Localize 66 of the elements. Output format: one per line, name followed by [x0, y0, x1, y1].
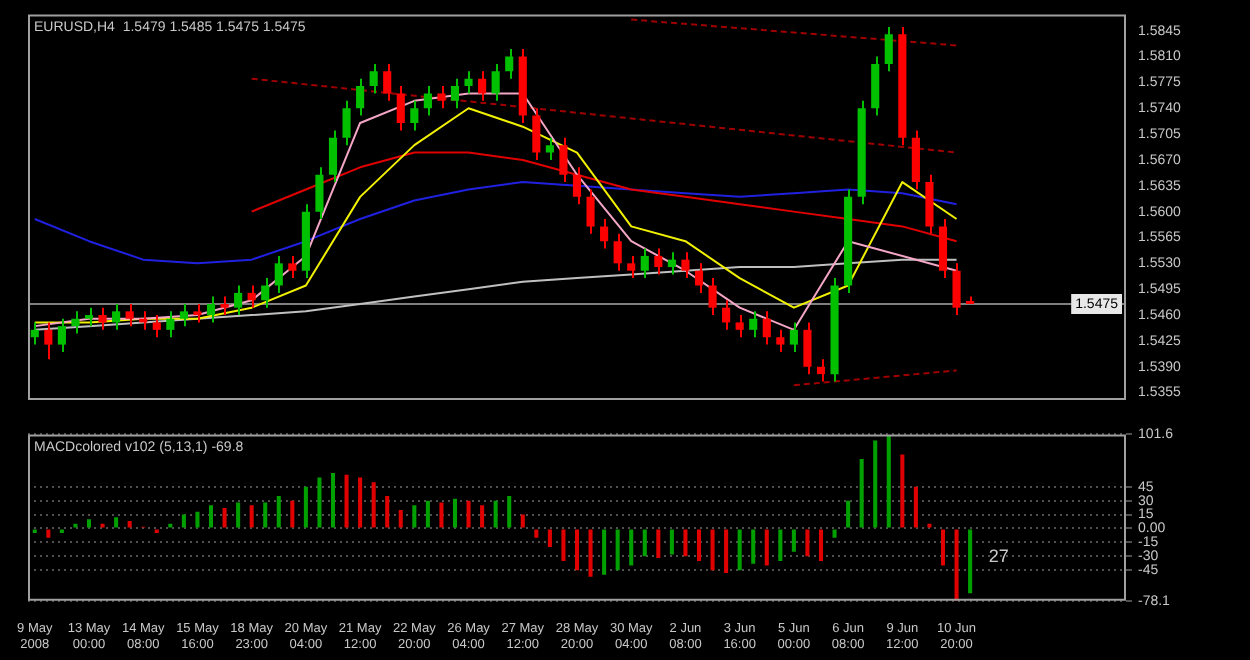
- bar: [724, 529, 729, 573]
- bar: [534, 529, 539, 538]
- bar: [425, 500, 430, 528]
- bar: [480, 505, 485, 528]
- bar: [710, 529, 715, 571]
- bar: [127, 521, 132, 528]
- bar: [317, 477, 322, 528]
- bar: [656, 529, 661, 559]
- bar: [507, 496, 512, 528]
- candlestick: [193, 302, 202, 324]
- bar: [222, 508, 227, 528]
- bar: [371, 482, 376, 528]
- candlestick: [437, 85, 446, 110]
- bar: [412, 505, 417, 528]
- bar: [466, 500, 471, 528]
- bar: [940, 529, 946, 566]
- bar: [86, 519, 92, 528]
- bar: [954, 529, 959, 601]
- bar: [195, 511, 200, 528]
- bar: [344, 474, 349, 528]
- candlestick: [220, 295, 229, 317]
- bar: [791, 529, 796, 552]
- bar: [805, 529, 810, 557]
- bar: [561, 529, 566, 561]
- bar: [520, 514, 525, 528]
- bar: [547, 529, 552, 547]
- bar: [263, 502, 268, 528]
- annotation: 27: [988, 545, 1009, 566]
- bar: [886, 434, 891, 528]
- bar: [385, 496, 390, 528]
- bar: [968, 529, 973, 594]
- bar: [778, 529, 783, 561]
- bar: [629, 529, 634, 566]
- bar: [859, 459, 864, 528]
- bar: [358, 477, 363, 528]
- bar: [900, 454, 905, 528]
- bar: [751, 529, 756, 564]
- bar: [696, 529, 702, 561]
- bar: [683, 529, 688, 557]
- bar: [669, 529, 674, 555]
- bar: [818, 529, 824, 561]
- bar: [615, 529, 620, 571]
- bar: [764, 529, 769, 566]
- bar: [46, 529, 51, 538]
- bar: [832, 529, 837, 538]
- bar: [588, 529, 593, 577]
- bar: [642, 529, 647, 557]
- bar: [574, 529, 580, 571]
- bar: [330, 472, 336, 528]
- bar: [114, 517, 119, 528]
- bar: [737, 529, 742, 571]
- bar: [236, 502, 241, 528]
- bar: [290, 500, 295, 528]
- bar: [249, 505, 254, 528]
- bar: [181, 514, 186, 528]
- bar: [846, 500, 851, 528]
- bar: [303, 486, 308, 528]
- bar: [208, 505, 214, 528]
- bar: [602, 529, 607, 575]
- bar: [452, 498, 458, 528]
- bar: [873, 440, 878, 528]
- bar: [276, 496, 281, 528]
- bar: [913, 486, 918, 528]
- bar: [439, 502, 444, 528]
- bar: [398, 509, 403, 528]
- bar: [493, 500, 498, 528]
